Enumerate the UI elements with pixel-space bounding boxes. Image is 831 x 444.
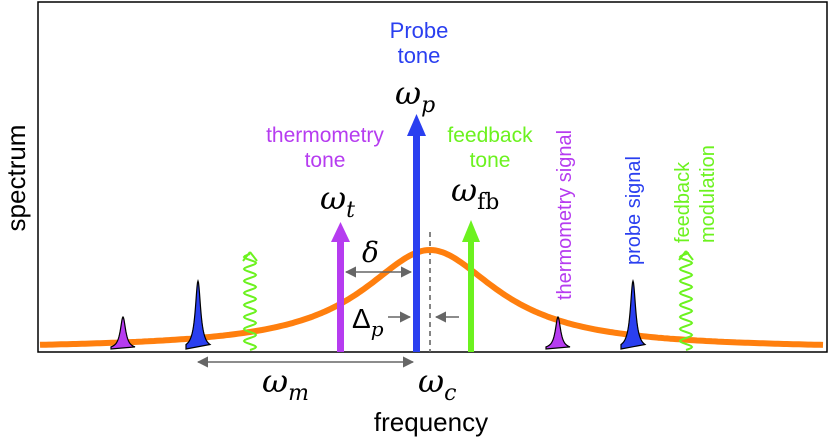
thermometry-tone-arrow-head [331,222,350,242]
thermometry-tone-arrow-shaft [337,240,344,352]
thermometry-sideband-peak-left [110,315,136,350]
Delta-p-symbol: Δp [352,303,384,341]
omega-m-symbol: ωm [262,362,309,406]
feedback-tone-label-line2: tone [470,149,511,172]
omega-c-symbol: ωc [418,362,456,406]
thermometry-tone-label-line1: thermometry [266,124,384,147]
feedback-modulation-wave-right-head [678,250,694,261]
feedback-tone-arrow-shaft [468,240,474,352]
cavity-lorentzian-curve [39,247,824,348]
probe-tone-arrow-shaft [413,134,420,352]
feedback-modulation-wave-left-head [242,251,258,262]
probe-sideband-peak-right [620,278,647,350]
feedback-modulation-label-line2: modulation [697,145,719,243]
probe-tone-label-line2: tone [398,43,441,68]
probe-tone-arrow-head [407,114,426,136]
x-axis-label: frequency [374,407,488,437]
feedback-tone-label-line1: feedback [447,124,533,147]
probe-sideband-peak-left [185,278,212,350]
y-axis-label: spectrum [1,125,31,232]
feedback-tone-symbol: ωfb [451,171,499,215]
thermometry-tone-label-line2: tone [305,149,346,172]
delta-symbol: δ [362,236,379,269]
plot-frame [37,1,828,353]
thermometry-signal-label: thermometry signal [554,130,576,300]
thermometry-sideband-peak-right [545,315,571,350]
feedback-modulation-label-line1: feedback [672,161,694,243]
probe-tone-symbol: ωp [395,74,435,118]
probe-signal-label: probe signal [623,156,645,265]
thermometry-tone-symbol: ωt [320,179,355,223]
probe-tone-label-line1: Probe [390,18,449,43]
feedback-modulation-wave-left [242,253,258,351]
feedback-tone-arrow-head [462,220,480,242]
feedback-modulation-wave-right [678,252,694,351]
